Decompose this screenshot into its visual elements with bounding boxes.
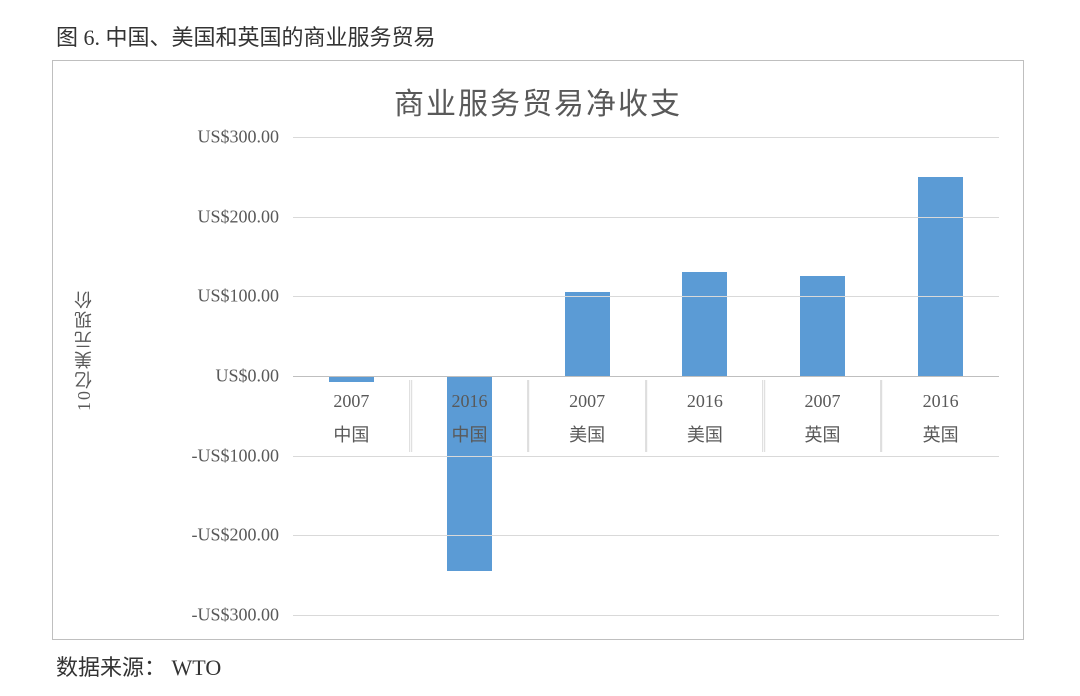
y-tick-label: -US$300.00 xyxy=(191,605,293,626)
y-tick-label: US$0.00 xyxy=(215,366,293,387)
source-value: WTO xyxy=(172,655,222,680)
x-country: 美国 xyxy=(529,418,645,452)
data-source: 数据来源： WTO xyxy=(56,650,1028,682)
gridline xyxy=(293,137,999,138)
x-year: 2016 xyxy=(647,384,763,418)
x-year: 2016 xyxy=(412,384,528,418)
plot-area: 2007中国2016中国2007美国2016美国2007英国2016英国 -US… xyxy=(293,137,999,615)
gridline xyxy=(293,296,999,297)
zero-gridline xyxy=(293,376,999,377)
y-tick-label: US$200.00 xyxy=(197,206,293,227)
source-label: 数据来源： xyxy=(56,655,166,680)
x-year: 2007 xyxy=(765,384,881,418)
x-country: 英国 xyxy=(765,418,881,452)
x-country: 美国 xyxy=(647,418,763,452)
gridline xyxy=(293,217,999,218)
y-tick-label: -US$100.00 xyxy=(191,445,293,466)
x-country: 英国 xyxy=(882,418,999,452)
y-tick-label: US$100.00 xyxy=(197,286,293,307)
x-year: 2007 xyxy=(293,384,410,418)
y-tick-label: -US$200.00 xyxy=(191,525,293,546)
x-country: 中国 xyxy=(412,418,528,452)
y-tick-label: US$300.00 xyxy=(197,127,293,148)
x-year: 2007 xyxy=(529,384,645,418)
y-axis-title: 10亿美元现价 xyxy=(71,289,97,411)
gridline xyxy=(293,615,999,616)
x-country: 中国 xyxy=(293,418,410,452)
gridline xyxy=(293,456,999,457)
chart-container: 商业服务贸易净收支 10亿美元现价 2007中国2016中国2007美国2016… xyxy=(52,60,1024,640)
gridline xyxy=(293,535,999,536)
figure-caption: 图 6. 中国、美国和英国的商业服务贸易 xyxy=(56,20,1028,52)
chart-title: 商业服务贸易净收支 xyxy=(53,79,1023,123)
x-year: 2016 xyxy=(882,384,999,418)
